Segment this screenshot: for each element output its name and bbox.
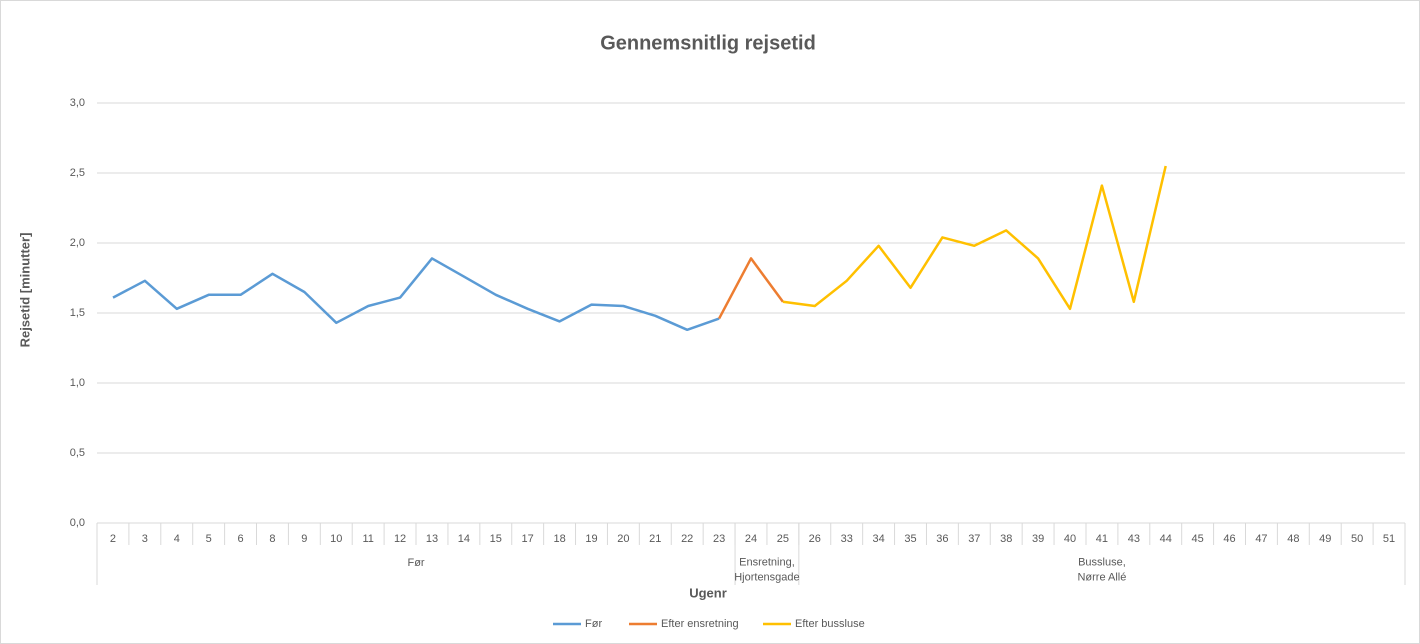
group-label: Nørre Allé	[1077, 571, 1126, 583]
x-tick-label: 44	[1160, 533, 1172, 545]
x-tick-label: 4	[174, 533, 180, 545]
y-tick-label: 1,0	[70, 377, 85, 389]
x-tick-label: 14	[458, 533, 470, 545]
x-tick-label: 3	[142, 533, 148, 545]
x-tick-label: 13	[426, 533, 438, 545]
x-tick-label: 35	[904, 533, 916, 545]
x-tick-label: 47	[1255, 533, 1267, 545]
x-tick-label: 2	[110, 533, 116, 545]
group-label: Bussluse,	[1078, 556, 1126, 568]
x-tick-label: 10	[330, 533, 342, 545]
x-tick-label: 18	[553, 533, 565, 545]
series-line	[112, 257, 720, 332]
series-line	[717, 257, 784, 320]
x-tick-label: 46	[1223, 533, 1235, 545]
x-tick-label: 5	[206, 533, 212, 545]
group-label: Ensretning,	[739, 556, 795, 568]
y-tick-label: 0,5	[70, 447, 85, 459]
x-tick-label: 23	[713, 533, 725, 545]
legend-label: Efter bussluse	[795, 618, 865, 630]
x-tick-label: 20	[617, 533, 629, 545]
x-tick-label: 39	[1032, 533, 1044, 545]
x-tick-label: 40	[1064, 533, 1076, 545]
chart-title: Gennemsnitlig rejsetid	[600, 32, 816, 54]
series-line	[782, 165, 1167, 311]
group-label: Før	[407, 557, 424, 569]
x-tick-label: 48	[1287, 533, 1299, 545]
x-axis-title: Ugenr	[689, 585, 727, 600]
x-tick-label: 49	[1319, 533, 1331, 545]
x-tick-label: 9	[301, 533, 307, 545]
x-tick-label: 51	[1383, 533, 1395, 545]
x-tick-label: 26	[809, 533, 821, 545]
y-tick-label: 2,0	[70, 237, 85, 249]
x-tick-label: 34	[872, 533, 884, 545]
x-tick-label: 25	[777, 533, 789, 545]
y-tick-label: 1,5	[70, 307, 85, 319]
x-tick-label: 41	[1096, 533, 1108, 545]
x-tick-label: 17	[522, 533, 534, 545]
x-tick-label: 8	[269, 533, 275, 545]
x-tick-label: 6	[237, 533, 243, 545]
x-tick-label: 33	[841, 533, 853, 545]
y-axis-title: Rejsetid [minutter]	[17, 233, 32, 348]
y-tick-label: 0,0	[70, 517, 85, 529]
x-tick-label: 50	[1351, 533, 1363, 545]
x-tick-label: 15	[490, 533, 502, 545]
group-label: Hjortensgade	[734, 571, 799, 583]
legend-label: Før	[585, 618, 602, 630]
x-tick-label: 38	[1000, 533, 1012, 545]
x-tick-label: 37	[968, 533, 980, 545]
x-tick-label: 45	[1192, 533, 1204, 545]
legend-label: Efter ensretning	[661, 618, 739, 630]
x-tick-label: 12	[394, 533, 406, 545]
x-tick-label: 22	[681, 533, 693, 545]
x-tick-label: 43	[1128, 533, 1140, 545]
x-tick-label: 36	[936, 533, 948, 545]
x-tick-label: 11	[362, 533, 373, 545]
y-tick-label: 2,5	[70, 167, 85, 179]
y-tick-label: 3,0	[70, 97, 85, 109]
x-tick-label: 19	[585, 533, 597, 545]
x-tick-label: 21	[649, 533, 661, 545]
x-tick-label: 24	[745, 533, 757, 545]
